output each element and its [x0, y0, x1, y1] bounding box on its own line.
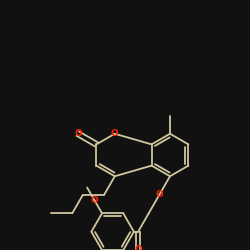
Text: O: O: [91, 196, 98, 205]
Text: O: O: [111, 129, 119, 138]
Text: O: O: [156, 190, 163, 199]
Text: O: O: [134, 245, 142, 250]
Text: O: O: [74, 129, 82, 138]
